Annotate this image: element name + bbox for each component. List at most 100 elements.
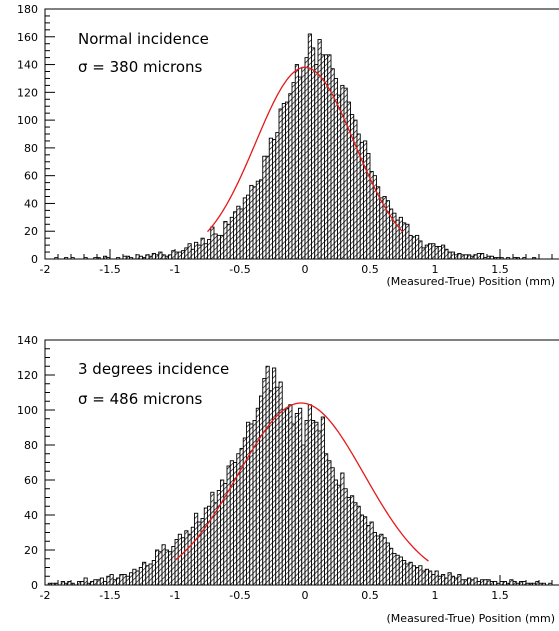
histogram-bin bbox=[142, 257, 147, 260]
histogram-bin bbox=[385, 542, 390, 586]
histogram-bin bbox=[307, 404, 312, 586]
histogram-bin bbox=[285, 101, 290, 260]
histogram-bin bbox=[265, 155, 270, 260]
histogram-bin bbox=[467, 254, 472, 260]
histogram-bin bbox=[350, 495, 355, 586]
histogram-bin bbox=[441, 574, 446, 586]
histogram-bin bbox=[265, 365, 270, 586]
histogram-bin bbox=[103, 581, 108, 586]
x-tick-label: -2 bbox=[40, 263, 51, 276]
y-tick-label: 60 bbox=[24, 474, 38, 487]
histogram-bin bbox=[489, 255, 494, 260]
annotation-title: Normal incidence bbox=[78, 30, 209, 48]
histogram-bin bbox=[340, 472, 345, 586]
y-tick-label: 80 bbox=[24, 142, 38, 155]
histogram-bin bbox=[366, 152, 371, 260]
x-axis: -2-1.5-1-0.500.511.52 bbox=[40, 575, 553, 602]
histogram-bin bbox=[398, 556, 403, 586]
histogram-bin bbox=[317, 39, 322, 260]
histogram-bin bbox=[233, 211, 238, 260]
histogram-bin bbox=[138, 255, 143, 260]
histogram-bin bbox=[372, 532, 377, 586]
histogram-bin bbox=[476, 252, 481, 260]
histogram-bin bbox=[320, 54, 325, 260]
histogram-bin bbox=[99, 577, 104, 586]
x-tick-label: 0.5 bbox=[361, 589, 379, 602]
histogram-bin bbox=[376, 535, 381, 586]
histogram-bin bbox=[379, 533, 384, 586]
histogram-bin bbox=[288, 93, 293, 260]
histogram-bin bbox=[476, 581, 481, 586]
histogram-bin bbox=[259, 179, 264, 260]
histogram-bin bbox=[294, 413, 299, 586]
histogram-bin bbox=[194, 512, 199, 586]
x-tick-label: -1.5 bbox=[99, 263, 120, 276]
histogram-bin bbox=[255, 180, 260, 260]
fit-curve-line bbox=[207, 66, 403, 233]
y-axis: 0 20 40 60 80 100 120 140 bbox=[17, 334, 55, 592]
histogram-bin bbox=[317, 430, 322, 586]
x-tick-label: -0.5 bbox=[229, 263, 250, 276]
histogram-bin bbox=[249, 423, 254, 586]
histogram-bin bbox=[363, 140, 368, 260]
histogram-bin bbox=[281, 102, 286, 260]
histogram-bin bbox=[337, 484, 342, 586]
histogram-bin bbox=[337, 94, 342, 260]
histogram-bin bbox=[356, 505, 361, 586]
gaussian-fit-curve bbox=[207, 66, 403, 233]
histogram-bin bbox=[502, 581, 507, 586]
histogram-bin bbox=[428, 570, 433, 586]
histogram-bin bbox=[278, 108, 283, 260]
histogram-bin bbox=[129, 257, 134, 260]
histogram-panel-top: 0 20 40 60 80 100 120 140 160 180 -2 -1.5 -1 -0.5 0 0.… bbox=[17, 3, 559, 288]
histogram-bin bbox=[194, 241, 199, 260]
histogram-bin bbox=[262, 155, 267, 260]
histogram-bin bbox=[493, 581, 498, 586]
histogram-bin bbox=[125, 255, 130, 260]
histogram-bin bbox=[207, 505, 212, 586]
histogram-bin bbox=[275, 132, 280, 260]
histogram-bin bbox=[229, 216, 234, 260]
y-tick-label: 20 bbox=[24, 544, 38, 557]
annotation-title: 3 degrees incidence bbox=[78, 360, 229, 378]
histogram-bin bbox=[291, 423, 296, 586]
histogram-bin bbox=[320, 416, 325, 586]
y-tick-label: 0 bbox=[31, 253, 38, 266]
histogram-bin bbox=[125, 575, 130, 586]
y-tick-label: 120 bbox=[17, 369, 38, 382]
histogram-bin bbox=[314, 421, 319, 586]
annotation-sigma: σ = 380 microns bbox=[78, 58, 203, 76]
histogram-bin bbox=[454, 577, 459, 586]
histogram-bin bbox=[411, 565, 416, 586]
y-tick-label: 100 bbox=[17, 114, 38, 127]
histogram-bin bbox=[363, 516, 368, 586]
histogram-bin bbox=[161, 544, 166, 586]
histogram-bin bbox=[203, 507, 208, 586]
x-tick-label: -1.5 bbox=[99, 589, 120, 602]
histogram-bin bbox=[86, 582, 91, 586]
histogram-bin bbox=[226, 465, 231, 586]
histogram-bin bbox=[506, 257, 511, 260]
histogram-bin bbox=[285, 407, 290, 586]
histogram-bin bbox=[77, 581, 82, 586]
y-tick-label: 40 bbox=[24, 197, 38, 210]
histogram-bin bbox=[515, 582, 520, 586]
histogram-bin bbox=[480, 579, 485, 586]
histogram-bin bbox=[168, 254, 173, 260]
histogram-bin bbox=[262, 378, 267, 586]
histogram-bin bbox=[489, 581, 494, 586]
histogram-bin bbox=[411, 236, 416, 260]
histogram-bin bbox=[181, 537, 186, 586]
histogram-bin bbox=[415, 234, 420, 260]
histogram-bin bbox=[314, 64, 319, 260]
histogram-bin bbox=[268, 390, 273, 586]
histogram-bin bbox=[428, 243, 433, 260]
histogram-bin bbox=[177, 251, 182, 260]
histogram-bin bbox=[164, 549, 169, 586]
histogram-bin bbox=[226, 223, 231, 260]
histogram-bin bbox=[327, 460, 332, 586]
histogram-bin bbox=[288, 404, 293, 586]
y-tick-label: 0 bbox=[31, 579, 38, 592]
histogram-bin bbox=[181, 250, 186, 260]
y-tick-label: 100 bbox=[17, 404, 38, 417]
